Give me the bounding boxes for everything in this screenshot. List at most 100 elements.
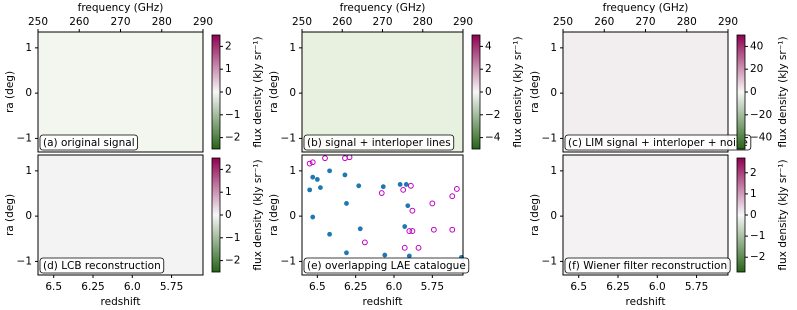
colorbar-tick-label: −1 — [225, 232, 240, 244]
panel-label: (a) original signal — [43, 137, 135, 149]
point — [401, 244, 408, 251]
point — [406, 253, 412, 259]
colorbar — [736, 157, 746, 273]
x2-axis-label: frequency (GHz) — [78, 2, 164, 14]
y-axis-label: ra (deg) — [4, 194, 16, 236]
x-tick-label: 6.0 — [124, 281, 141, 293]
point — [344, 201, 349, 206]
panel-label-box — [564, 257, 731, 274]
x2-tick-label: 270 — [110, 16, 130, 28]
plot-area — [563, 155, 728, 275]
colorbar-tick-label: −40 — [750, 132, 772, 144]
point — [430, 226, 437, 233]
y-tick-label: 0 — [289, 210, 296, 222]
y-tick-label: 0 — [550, 210, 557, 222]
y-tick-label: 0 — [289, 87, 296, 99]
x2-tick-label: 290 — [193, 16, 213, 28]
y-axis-label: ra (deg) — [268, 71, 280, 113]
panel-label-box — [303, 134, 455, 151]
x-axis-label: redshift — [101, 296, 141, 308]
colorbar-tick-label: −2 — [485, 109, 500, 121]
y-tick-label: 1 — [25, 165, 32, 177]
x2-tick-label: 290 — [718, 16, 738, 28]
point — [361, 239, 368, 246]
y-tick-label: 1 — [289, 165, 296, 177]
point — [400, 186, 407, 193]
colorbar-tick-label: 0 — [750, 209, 757, 221]
colorbar-label: flux density (kJy sr⁻¹) — [512, 36, 524, 147]
x-tick-label: 6.5 — [309, 281, 326, 293]
y-axis-label: ra (deg) — [529, 71, 541, 113]
x2-tick-label: 280 — [677, 16, 697, 28]
colorbar-tick-label: −1 — [750, 230, 765, 242]
colorbar-tick-label: 0 — [485, 86, 492, 98]
colorbar-tick-label: 2 — [225, 163, 232, 175]
panel-label-box — [564, 134, 752, 151]
colorbar-label: flux density (kJy sr⁻¹) — [252, 159, 264, 270]
y-tick-label: 1 — [25, 42, 32, 54]
point — [429, 200, 436, 207]
x2-axis-label: frequency (GHz) — [603, 2, 689, 14]
point — [344, 250, 349, 256]
point — [382, 252, 388, 258]
x2-tick-label: 280 — [413, 16, 433, 28]
point — [378, 190, 385, 196]
colorbar-tick-label: −2 — [225, 132, 240, 144]
y-tick-label: −1 — [17, 255, 32, 267]
point — [403, 182, 409, 187]
y-tick-label: −1 — [17, 132, 32, 144]
point — [314, 177, 320, 182]
x2-tick-label: 270 — [635, 16, 655, 28]
point — [327, 231, 332, 237]
colorbar-tick-label: −20 — [750, 109, 772, 121]
colorbar-tick-label: 20 — [750, 63, 763, 75]
colorbar-tick-label: −2 — [750, 251, 765, 263]
colorbar — [736, 34, 746, 150]
colorbar — [471, 34, 481, 150]
colorbar-tick-label: 4 — [485, 40, 492, 52]
point — [342, 172, 348, 178]
x-axis-label: redshift — [626, 296, 666, 308]
x2-tick-label: 280 — [152, 16, 172, 28]
x-tick-label: 5.75 — [160, 281, 183, 293]
point — [357, 226, 363, 232]
point — [402, 224, 408, 229]
panel-label-box — [39, 257, 165, 274]
colorbar-tick-label: 1 — [225, 63, 232, 75]
y-tick-label: −1 — [281, 255, 296, 267]
colorbar-tick-label: 0 — [225, 86, 232, 98]
y-tick-label: 1 — [289, 42, 296, 54]
point — [409, 228, 416, 234]
point — [409, 207, 416, 214]
colorbar-tick-label: 0 — [225, 209, 232, 221]
panel-label: (d) LCB reconstruction — [43, 260, 161, 272]
panel-label: (c) LIM signal + interloper + noise — [568, 137, 748, 149]
x2-tick-label: 250 — [28, 16, 48, 28]
plot-area — [302, 32, 463, 152]
plot-frame — [37, 154, 204, 276]
y-axis-label: ra (deg) — [529, 194, 541, 236]
y-tick-label: −1 — [281, 132, 296, 144]
colorbar — [211, 157, 221, 273]
plot-frame — [301, 154, 464, 276]
plot-area — [38, 32, 203, 152]
colorbar-tick-label: −4 — [485, 132, 501, 144]
x2-tick-label: 260 — [594, 16, 614, 28]
point — [327, 168, 332, 174]
panel-label-box — [303, 257, 470, 274]
colorbar-tick-label: 40 — [750, 40, 763, 52]
x-axis-label: redshift — [363, 296, 403, 308]
x-tick-label: 6.25 — [344, 281, 367, 293]
plot-area — [38, 155, 203, 275]
colorbar-label: flux density (kJy sr⁻¹) — [252, 36, 264, 147]
point — [415, 244, 422, 251]
colorbar-tick-label: 2 — [225, 40, 232, 52]
plot-area — [302, 155, 463, 275]
panel-label-box — [39, 134, 139, 151]
point — [407, 182, 414, 189]
x-tick-label: 5.75 — [421, 281, 444, 293]
point — [306, 160, 313, 167]
panel-label: (e) overlapping LAE catalogue — [307, 260, 466, 272]
y-tick-label: −1 — [542, 255, 557, 267]
